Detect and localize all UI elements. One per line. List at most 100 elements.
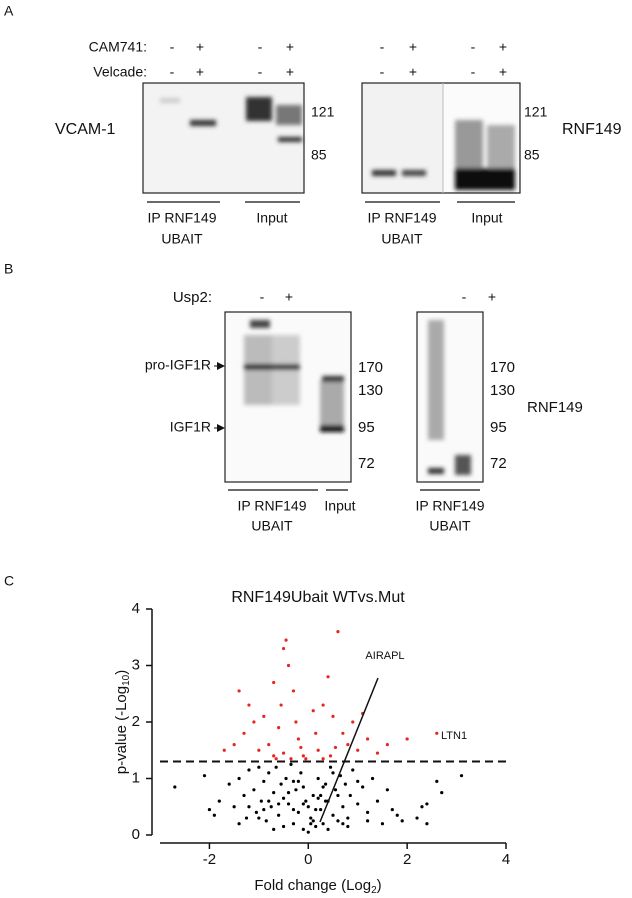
point <box>291 807 296 812</box>
point <box>301 785 305 789</box>
sign: - <box>380 39 385 55</box>
point <box>321 785 325 789</box>
point <box>348 793 352 798</box>
sign: + <box>409 39 417 55</box>
point <box>309 816 313 820</box>
point <box>277 813 281 817</box>
point <box>361 785 365 789</box>
point <box>336 793 340 798</box>
point <box>257 765 261 769</box>
point <box>272 754 276 758</box>
y-axis-label-part: ) <box>113 670 130 675</box>
point <box>291 779 296 783</box>
panel-label: B <box>4 261 13 277</box>
marker: 85 <box>311 147 327 163</box>
point <box>319 807 323 812</box>
marker: 130 <box>490 382 515 399</box>
point <box>281 824 286 829</box>
point <box>296 779 300 783</box>
point <box>286 791 291 795</box>
annotation: LTN1 <box>441 730 467 742</box>
label: Input <box>324 498 355 514</box>
point <box>385 743 389 747</box>
point <box>259 799 263 803</box>
point <box>274 765 278 769</box>
treatment-label: Usp2: <box>173 289 212 306</box>
sign: - <box>260 289 265 305</box>
point <box>247 768 251 772</box>
point <box>314 824 318 829</box>
point <box>257 816 261 820</box>
point <box>281 796 286 800</box>
marker: 121 <box>311 104 335 120</box>
marker: 85 <box>524 147 540 163</box>
bands <box>428 320 471 475</box>
point <box>217 799 221 803</box>
point <box>435 731 439 735</box>
point <box>262 779 266 783</box>
point <box>459 774 464 778</box>
sign: - <box>471 64 476 80</box>
label: Input <box>256 210 287 226</box>
point <box>279 703 283 707</box>
point <box>254 810 258 815</box>
point <box>277 802 281 806</box>
point <box>351 768 355 772</box>
point <box>269 805 273 809</box>
point <box>323 782 328 786</box>
point <box>343 782 347 786</box>
point <box>331 771 335 775</box>
point <box>306 830 310 834</box>
sign: - <box>170 39 175 55</box>
point <box>267 743 271 747</box>
point <box>212 813 216 817</box>
point <box>333 745 338 750</box>
marker: 121 <box>524 104 548 120</box>
x-tick-label: 4 <box>502 851 510 868</box>
point <box>222 748 226 752</box>
point <box>289 757 293 761</box>
point <box>247 703 251 707</box>
bands <box>160 97 302 142</box>
sign: + <box>488 289 496 305</box>
point <box>326 827 330 831</box>
point <box>173 785 177 789</box>
point <box>314 807 318 812</box>
protein-label: VCAM-1 <box>55 121 116 138</box>
y-axis-label-part: p-value (-Log <box>113 686 130 774</box>
point <box>301 754 305 758</box>
x-axis-label: Fold change (Log2) <box>254 877 381 896</box>
point <box>321 757 325 761</box>
point <box>272 791 276 795</box>
x-axis-label-part: 2 <box>371 885 377 896</box>
point <box>331 813 335 817</box>
point <box>405 737 409 741</box>
point <box>346 743 350 747</box>
treatment-label: Velcade: <box>93 64 147 80</box>
point <box>296 737 300 741</box>
point <box>440 791 444 795</box>
panel-label: A <box>4 3 14 19</box>
point <box>400 819 404 823</box>
point <box>279 782 283 786</box>
point <box>336 819 340 823</box>
point <box>328 765 333 769</box>
point <box>346 824 350 829</box>
point <box>375 751 380 755</box>
sign: + <box>286 64 294 80</box>
point <box>237 822 241 826</box>
point <box>425 802 429 806</box>
point <box>242 793 246 798</box>
sign: + <box>499 64 507 80</box>
sign: + <box>499 39 507 55</box>
point <box>346 816 350 820</box>
treatment-label: CAM741: <box>89 39 147 55</box>
point <box>237 776 241 781</box>
point <box>301 802 305 806</box>
point <box>286 663 291 668</box>
label: UBAIT <box>251 518 293 534</box>
x-axis-label-part: Fold change (Log <box>254 877 371 894</box>
point <box>341 805 345 809</box>
point <box>294 788 298 792</box>
